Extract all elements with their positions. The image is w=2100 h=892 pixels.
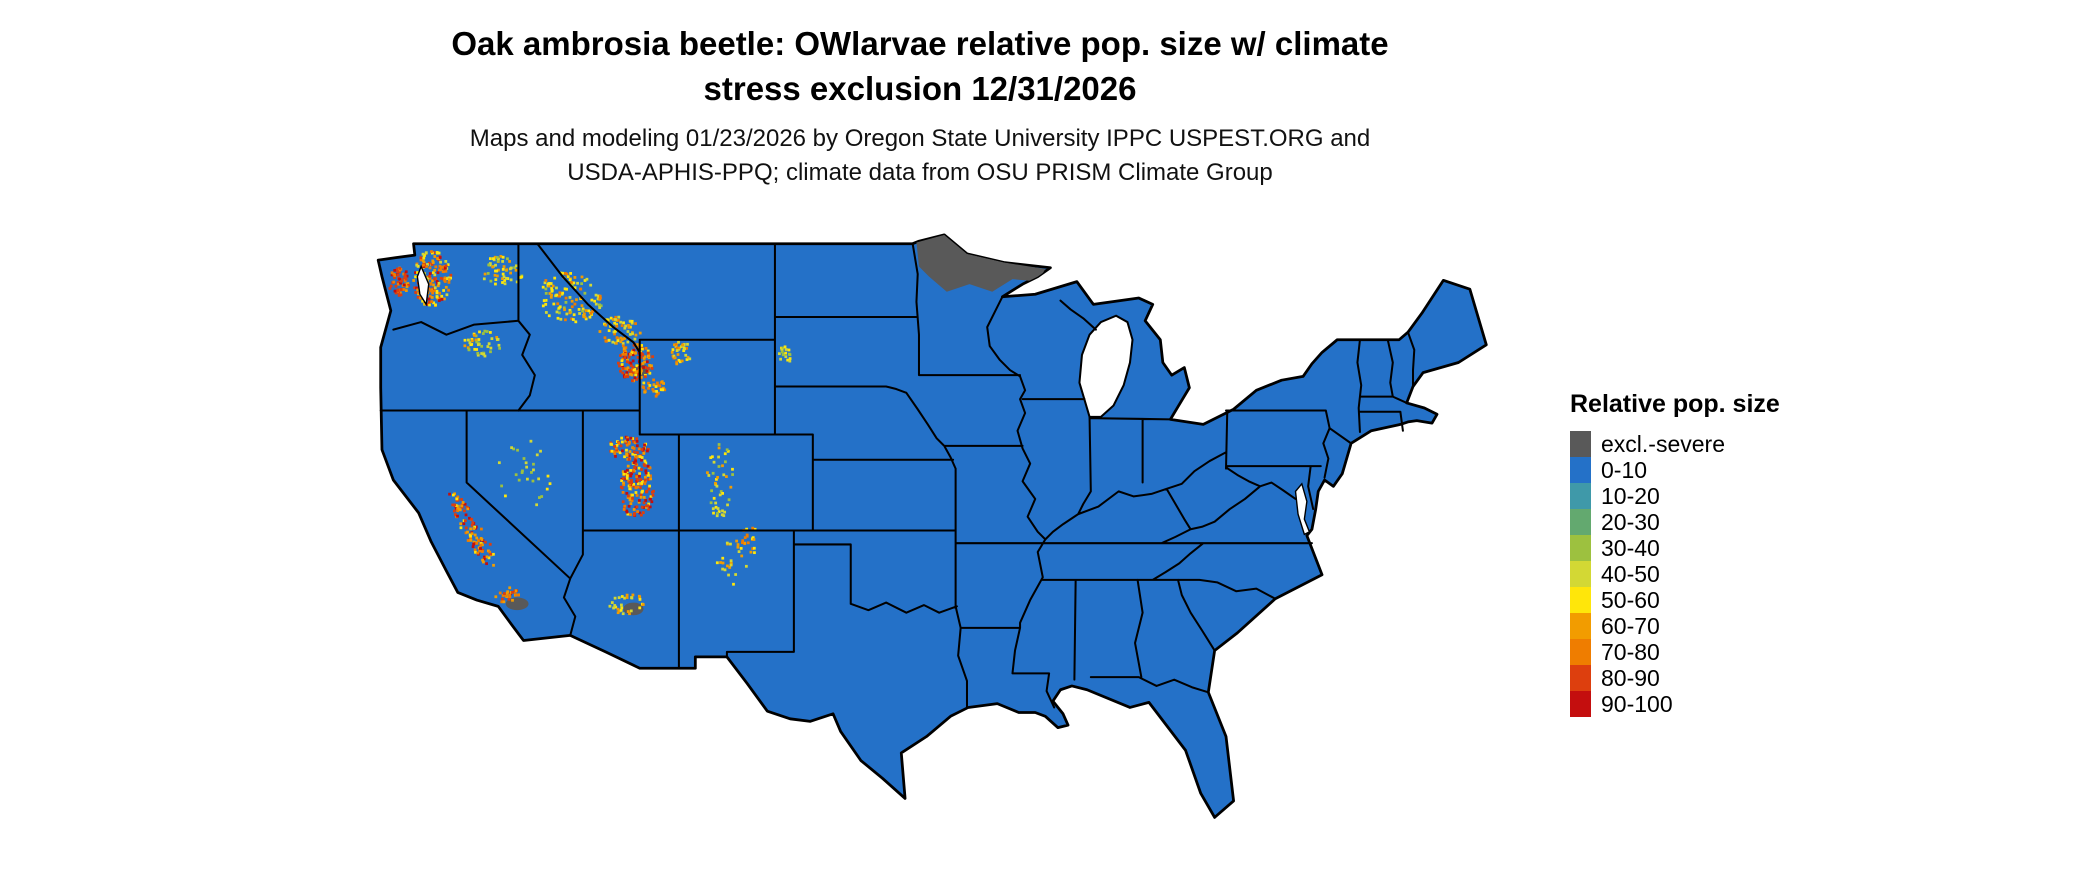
legend-entry: 0-10 [1570,457,1780,483]
legend-swatch [1570,691,1591,717]
legend-entry: 80-90 [1570,665,1780,691]
legend-entry: 70-80 [1570,639,1780,665]
legend-entry: 90-100 [1570,691,1780,717]
legend-entry: 30-40 [1570,535,1780,561]
legend-entry: 50-60 [1570,587,1780,613]
legend-label: 50-60 [1601,586,1660,613]
legend-swatch [1570,431,1591,457]
legend-label: 90-100 [1601,690,1673,717]
puget-sound [416,264,430,307]
legend-entry: 10-20 [1570,483,1780,509]
legend-entry: 20-30 [1570,509,1780,535]
figure-title-line2: stress exclusion 12/31/2026 [703,69,1137,107]
exclusion-region-northern-minnesota [916,234,1046,292]
figure-subtitle-line2: USDA-APHIS-PPQ; climate data from OSU PR… [567,158,1273,186]
legend-label: 70-80 [1601,638,1660,665]
legend-entry: 60-70 [1570,613,1780,639]
legend-swatch [1570,457,1591,483]
legend-label: 0-10 [1601,456,1648,483]
legend-swatch [1570,665,1591,691]
legend-label: 30-40 [1601,534,1660,561]
us-map [315,218,1528,881]
legend-label: 10-20 [1601,482,1660,509]
legend-swatch [1570,561,1591,587]
legend-label: excl.-severe [1601,430,1725,457]
state-borders [379,242,1416,709]
legend: Relative pop. size excl.-severe 0-10 10-20… [1570,390,1780,717]
legend-swatch [1570,509,1591,535]
figure-subtitle-line1: Maps and modeling 01/23/2026 by Oregon S… [469,125,1371,152]
legend-swatch [1570,587,1591,613]
figure-subtitle: Maps and modeling 01/23/2026 by Oregon S… [0,122,1840,189]
legend-label: 20-30 [1601,508,1660,535]
figure-title: Oak ambrosia beetle: OWlarvae relative p… [0,22,1840,111]
figure-title-line1: Oak ambrosia beetle: OWlarvae relative p… [451,25,1389,62]
legend-entry: 40-50 [1570,561,1780,587]
us-landmass [376,233,1488,819]
legend-swatch [1570,483,1591,509]
legend-label: 40-50 [1601,560,1660,587]
legend-label: 80-90 [1601,664,1660,691]
legend-entries: excl.-severe 0-10 10-20 20-30 30-40 40-50 50-6… [1570,431,1780,717]
legend-swatch [1570,535,1591,561]
lakes-and-bays [416,264,1311,536]
us-map-svg [376,233,1488,819]
legend-swatch [1570,639,1591,665]
hotspot-speckle-layer [388,250,792,616]
legend-title: Relative pop. size [1570,390,1780,418]
chesapeake-bay [1294,482,1311,536]
legend-entry: excl.-severe [1570,431,1780,457]
legend-label: 60-70 [1601,612,1660,639]
lake-michigan [1078,314,1134,418]
legend-swatch [1570,613,1591,639]
